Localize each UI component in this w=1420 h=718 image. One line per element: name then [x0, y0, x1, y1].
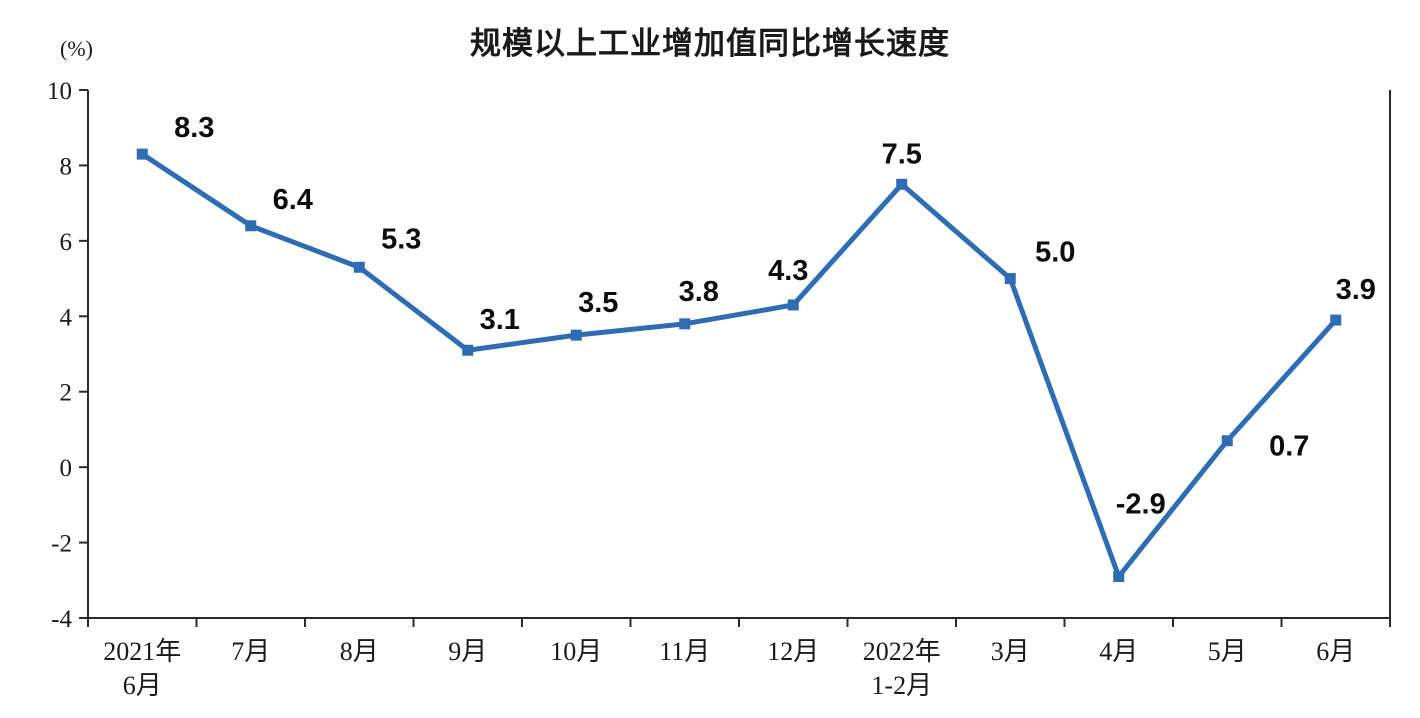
x-tick-label: 1-2月 — [871, 671, 932, 700]
data-point-marker — [1330, 314, 1342, 326]
data-point-marker — [1004, 273, 1016, 285]
data-point-marker — [787, 299, 799, 311]
data-point-marker — [245, 220, 257, 232]
x-tick-label: 5月 — [1208, 637, 1247, 666]
data-label: 7.5 — [882, 138, 922, 170]
data-label: 4.3 — [768, 255, 808, 287]
data-label: 3.9 — [1336, 274, 1376, 306]
x-tick-label: 4月 — [1099, 637, 1138, 666]
data-label: 3.8 — [679, 276, 719, 308]
y-tick-label: 10 — [47, 78, 72, 105]
data-label: 3.5 — [578, 287, 618, 319]
data-point-marker — [136, 148, 148, 160]
chart-title: 规模以上工业增加值同比增长速度 — [470, 26, 950, 61]
data-point-marker — [462, 344, 474, 356]
x-tick-label: 10月 — [550, 637, 602, 666]
x-tick-label: 9月 — [448, 637, 487, 666]
data-point-marker — [679, 318, 691, 330]
data-label: 6.4 — [273, 184, 313, 216]
x-tick-label: 2022年 — [863, 637, 941, 666]
data-point-marker — [353, 261, 365, 273]
data-label: 5.3 — [381, 223, 421, 255]
y-tick-label: 4 — [60, 304, 73, 331]
y-tick-label: 2 — [60, 380, 73, 407]
x-tick-label: 2021年 — [103, 637, 181, 666]
data-line — [139, 151, 1339, 580]
x-tick-label: 8月 — [340, 637, 379, 666]
y-tick-label: 8 — [60, 153, 73, 180]
data-label: 3.1 — [480, 304, 520, 336]
x-tick-label: 11月 — [659, 637, 710, 666]
x-tick-label: 3月 — [991, 637, 1030, 666]
y-tick-label: -2 — [51, 531, 72, 558]
x-tick-label: 12月 — [767, 637, 819, 666]
data-point-marker — [1221, 435, 1233, 447]
y-tick-label: -4 — [51, 606, 72, 633]
data-point-marker — [570, 329, 582, 341]
y-tick-label: 0 — [60, 455, 73, 482]
data-label: 5.0 — [1035, 237, 1075, 269]
y-tick-label: 6 — [60, 229, 73, 256]
data-point-marker — [896, 178, 908, 190]
y-axis-unit-label: (%) — [60, 36, 93, 61]
x-tick-label: 6月 — [1316, 637, 1355, 666]
data-point-marker — [1113, 571, 1125, 583]
data-label: 0.7 — [1269, 431, 1309, 463]
x-tick-label: 7月 — [231, 637, 270, 666]
x-tick-label: 6月 — [123, 671, 162, 700]
data-label: 8.3 — [174, 112, 214, 144]
data-label: -2.9 — [1116, 489, 1166, 521]
